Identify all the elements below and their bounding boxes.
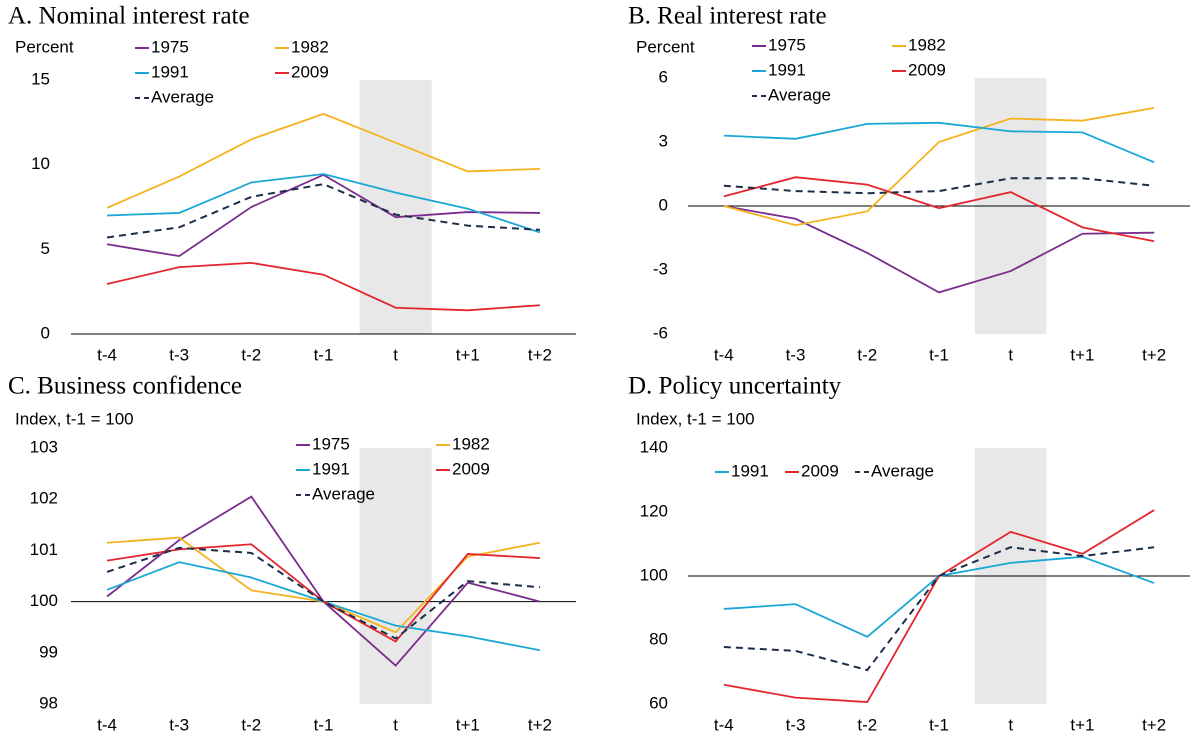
legend-label: 2009 [908,60,946,79]
x-tick-label: t+1 [456,345,480,364]
x-tick-label: t-4 [97,715,117,734]
highlight-band [359,448,432,704]
highlight-band [359,80,432,334]
x-tick-label: t+1 [1070,715,1094,734]
legend-label: Average [151,87,214,106]
legend-label: 1982 [452,434,490,453]
x-tick-label: t-1 [929,715,949,734]
y-tick-label: 60 [649,693,668,712]
y-tick-label: 99 [39,642,58,661]
chart-title: D. Policy uncertainty [628,373,842,400]
y-tick-label: 101 [30,540,58,559]
x-tick-label: t+2 [528,715,552,734]
legend-label: 1991 [768,60,806,79]
y-tick-label: 6 [659,67,668,86]
legend-label: 1975 [151,37,189,56]
x-tick-label: t-1 [929,345,949,364]
series-line [106,112,540,209]
x-tick-label: t-1 [314,715,334,734]
y-tick-label: 10 [31,154,50,173]
y-tick-label: 140 [640,437,668,456]
series-line [106,261,540,312]
series-line [106,546,541,640]
series-line [723,106,1155,227]
x-tick-label: t+2 [1142,345,1166,364]
x-tick-label: t-1 [314,345,334,364]
y-tick-label: 80 [649,629,668,648]
series-line [723,205,1155,294]
series-line [107,173,541,234]
series-line [723,121,1155,164]
x-tick-label: t-3 [786,715,806,734]
legend-label: 1982 [908,35,946,54]
x-tick-label: t+1 [1070,345,1094,364]
x-tick-label: t+2 [528,345,552,364]
y-tick-label: -6 [653,323,668,342]
y-tick-label: 120 [640,501,668,520]
series-line [723,546,1155,672]
y-tick-label: 103 [30,437,58,456]
y-tick-label: 15 [31,69,50,88]
y-tick-label: 98 [39,693,58,712]
x-tick-label: t [1008,715,1013,734]
y-tick-label: -3 [653,259,668,278]
x-tick-label: t-2 [857,345,877,364]
legend-label: 1975 [768,35,806,54]
x-tick-label: t+1 [456,715,480,734]
x-tick-label: t-3 [169,345,189,364]
legend-label: 1975 [312,434,350,453]
series-line [723,176,1155,243]
legend-label: 2009 [452,459,490,478]
x-tick-label: t-2 [857,715,877,734]
legend-label: 1991 [312,459,350,478]
y-tick-label: 3 [659,131,668,150]
legend-label: Average [312,484,375,503]
x-tick-label: t-2 [241,715,261,734]
y-axis-label: Percent [636,37,695,56]
series-line [723,509,1155,704]
chart-title: C. Business confidence [8,373,242,400]
x-tick-label: t+2 [1142,715,1166,734]
series-line [106,173,540,258]
chart-title: A. Nominal interest rate [8,3,250,30]
series-line [106,495,541,667]
y-tick-label: 100 [640,565,668,584]
y-tick-label: 0 [659,195,668,214]
legend-label: 2009 [291,62,329,81]
x-tick-label: t-4 [97,345,117,364]
legend-label: 1982 [291,37,329,56]
series-line [106,543,540,643]
x-tick-label: t [1008,345,1013,364]
y-tick-label: 5 [41,239,50,258]
legend-label: Average [768,85,831,104]
legend-label: 1991 [151,62,189,81]
x-tick-label: t-2 [241,345,261,364]
x-tick-label: t [393,345,398,364]
y-axis-label: Index, t-1 = 100 [15,409,134,428]
y-tick-label: 0 [41,323,50,342]
x-tick-label: t-4 [714,345,734,364]
legend-label: Average [871,461,934,480]
y-tick-label: 102 [30,489,58,508]
x-tick-label: t-3 [786,345,806,364]
legend-label: 2009 [801,461,839,480]
x-tick-label: t [393,715,398,734]
chart-title: B. Real interest rate [628,3,827,30]
y-axis-label: Percent [15,37,74,56]
series-line [723,177,1155,195]
series-line [106,561,541,652]
y-tick-label: 100 [30,591,58,610]
series-line [723,555,1155,638]
y-axis-label: Index, t-1 = 100 [636,409,755,428]
legend-label: 1991 [731,461,769,480]
x-tick-label: t-3 [169,715,189,734]
series-line [106,183,540,239]
x-tick-label: t-4 [714,715,734,734]
